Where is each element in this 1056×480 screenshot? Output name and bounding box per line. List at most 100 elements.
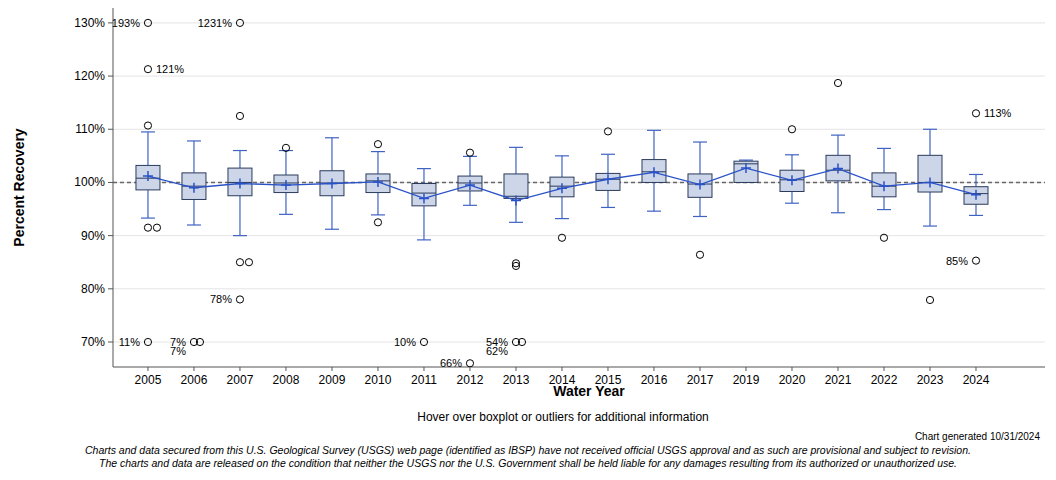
- outlier[interactable]: [604, 128, 611, 135]
- outlier[interactable]: [236, 112, 243, 119]
- upper-whisker[interactable]: [469, 156, 470, 176]
- whisker-cap: [555, 218, 569, 219]
- upper-whisker[interactable]: [975, 174, 976, 186]
- outlier[interactable]: [236, 259, 243, 266]
- lower-whisker[interactable]: [331, 196, 332, 230]
- box[interactable]: [642, 160, 666, 183]
- mean-marker[interactable]: [649, 167, 659, 177]
- lower-whisker[interactable]: [607, 190, 608, 207]
- mean-marker[interactable]: [465, 180, 475, 190]
- mean-marker[interactable]: [557, 183, 567, 193]
- mean-marker[interactable]: [189, 183, 199, 193]
- mean-marker[interactable]: [603, 174, 613, 184]
- whisker-cap: [693, 141, 707, 142]
- box[interactable]: [964, 187, 988, 205]
- outlier[interactable]: [880, 234, 887, 241]
- outlier[interactable]: [374, 219, 381, 226]
- box[interactable]: [458, 176, 482, 191]
- lower-whisker[interactable]: [837, 181, 838, 213]
- outlier[interactable]: [144, 122, 151, 129]
- outlier[interactable]: [696, 251, 703, 258]
- outlier[interactable]: [374, 141, 381, 148]
- outlier[interactable]: [236, 296, 243, 303]
- outlier-label: 85%: [946, 255, 968, 267]
- box[interactable]: [228, 168, 252, 196]
- outlier[interactable]: [282, 144, 289, 151]
- upper-whisker[interactable]: [147, 132, 148, 166]
- y-tick: [108, 129, 113, 130]
- upper-whisker[interactable]: [423, 169, 424, 184]
- mean-marker[interactable]: [879, 181, 889, 191]
- upper-whisker[interactable]: [653, 130, 654, 159]
- outlier[interactable]: [788, 126, 795, 133]
- lower-whisker[interactable]: [193, 199, 194, 225]
- x-tick: [147, 367, 148, 371]
- box[interactable]: [412, 184, 436, 206]
- outlier[interactable]: [153, 224, 160, 231]
- box[interactable]: [596, 173, 620, 190]
- mean-marker[interactable]: [741, 163, 751, 173]
- mean-marker[interactable]: [373, 177, 383, 187]
- outlier[interactable]: [558, 234, 565, 241]
- lower-whisker[interactable]: [147, 190, 148, 218]
- box[interactable]: [918, 155, 942, 192]
- outlier[interactable]: [926, 296, 933, 303]
- lower-whisker[interactable]: [239, 196, 240, 236]
- box[interactable]: [274, 175, 298, 193]
- outlier[interactable]: [972, 110, 979, 117]
- lower-whisker[interactable]: [469, 191, 470, 205]
- mean-marker[interactable]: [419, 193, 429, 203]
- box[interactable]: [504, 174, 528, 198]
- box[interactable]: [688, 174, 712, 197]
- outlier[interactable]: [512, 262, 519, 269]
- mean-marker[interactable]: [327, 179, 337, 189]
- lower-whisker[interactable]: [791, 191, 792, 203]
- outlier[interactable]: [144, 66, 151, 73]
- box[interactable]: [734, 161, 758, 182]
- lower-whisker[interactable]: [653, 182, 654, 211]
- lower-whisker[interactable]: [423, 206, 424, 240]
- mean-marker[interactable]: [971, 190, 981, 200]
- upper-whisker[interactable]: [193, 141, 194, 173]
- lower-whisker[interactable]: [883, 197, 884, 210]
- upper-whisker[interactable]: [331, 138, 332, 171]
- mean-marker[interactable]: [281, 180, 291, 190]
- outlier[interactable]: [144, 224, 151, 231]
- upper-whisker[interactable]: [515, 147, 516, 174]
- upper-whisker[interactable]: [929, 129, 930, 155]
- grid-line: [113, 288, 1045, 289]
- upper-whisker[interactable]: [837, 135, 838, 155]
- box[interactable]: [366, 174, 390, 193]
- mean-marker[interactable]: [925, 177, 935, 187]
- x-tick-label: 2022: [871, 373, 898, 387]
- outlier[interactable]: [466, 360, 473, 367]
- upper-whisker[interactable]: [285, 151, 286, 175]
- mean-marker[interactable]: [695, 180, 705, 190]
- upper-whisker[interactable]: [699, 142, 700, 174]
- box[interactable]: [826, 155, 850, 181]
- lower-whisker[interactable]: [929, 192, 930, 226]
- mean-marker[interactable]: [235, 179, 245, 189]
- lower-whisker[interactable]: [975, 204, 976, 215]
- upper-whisker[interactable]: [561, 156, 562, 177]
- mean-marker[interactable]: [787, 175, 797, 185]
- mean-marker[interactable]: [833, 164, 843, 174]
- x-tick-label: 2017: [687, 373, 714, 387]
- box[interactable]: [780, 170, 804, 191]
- whisker-cap: [371, 151, 385, 152]
- lower-whisker[interactable]: [377, 193, 378, 215]
- outlier[interactable]: [834, 79, 841, 86]
- upper-whisker[interactable]: [883, 148, 884, 172]
- lower-whisker[interactable]: [285, 193, 286, 215]
- upper-whisker[interactable]: [791, 155, 792, 170]
- lower-whisker[interactable]: [561, 197, 562, 219]
- lower-whisker[interactable]: [699, 197, 700, 216]
- upper-whisker[interactable]: [607, 154, 608, 173]
- mean-marker[interactable]: [143, 171, 153, 181]
- outlier[interactable]: [466, 149, 473, 156]
- outlier[interactable]: [245, 259, 252, 266]
- upper-whisker[interactable]: [239, 151, 240, 169]
- upper-whisker[interactable]: [377, 152, 378, 174]
- outlier[interactable]: [972, 257, 979, 264]
- mean-marker[interactable]: [511, 196, 521, 206]
